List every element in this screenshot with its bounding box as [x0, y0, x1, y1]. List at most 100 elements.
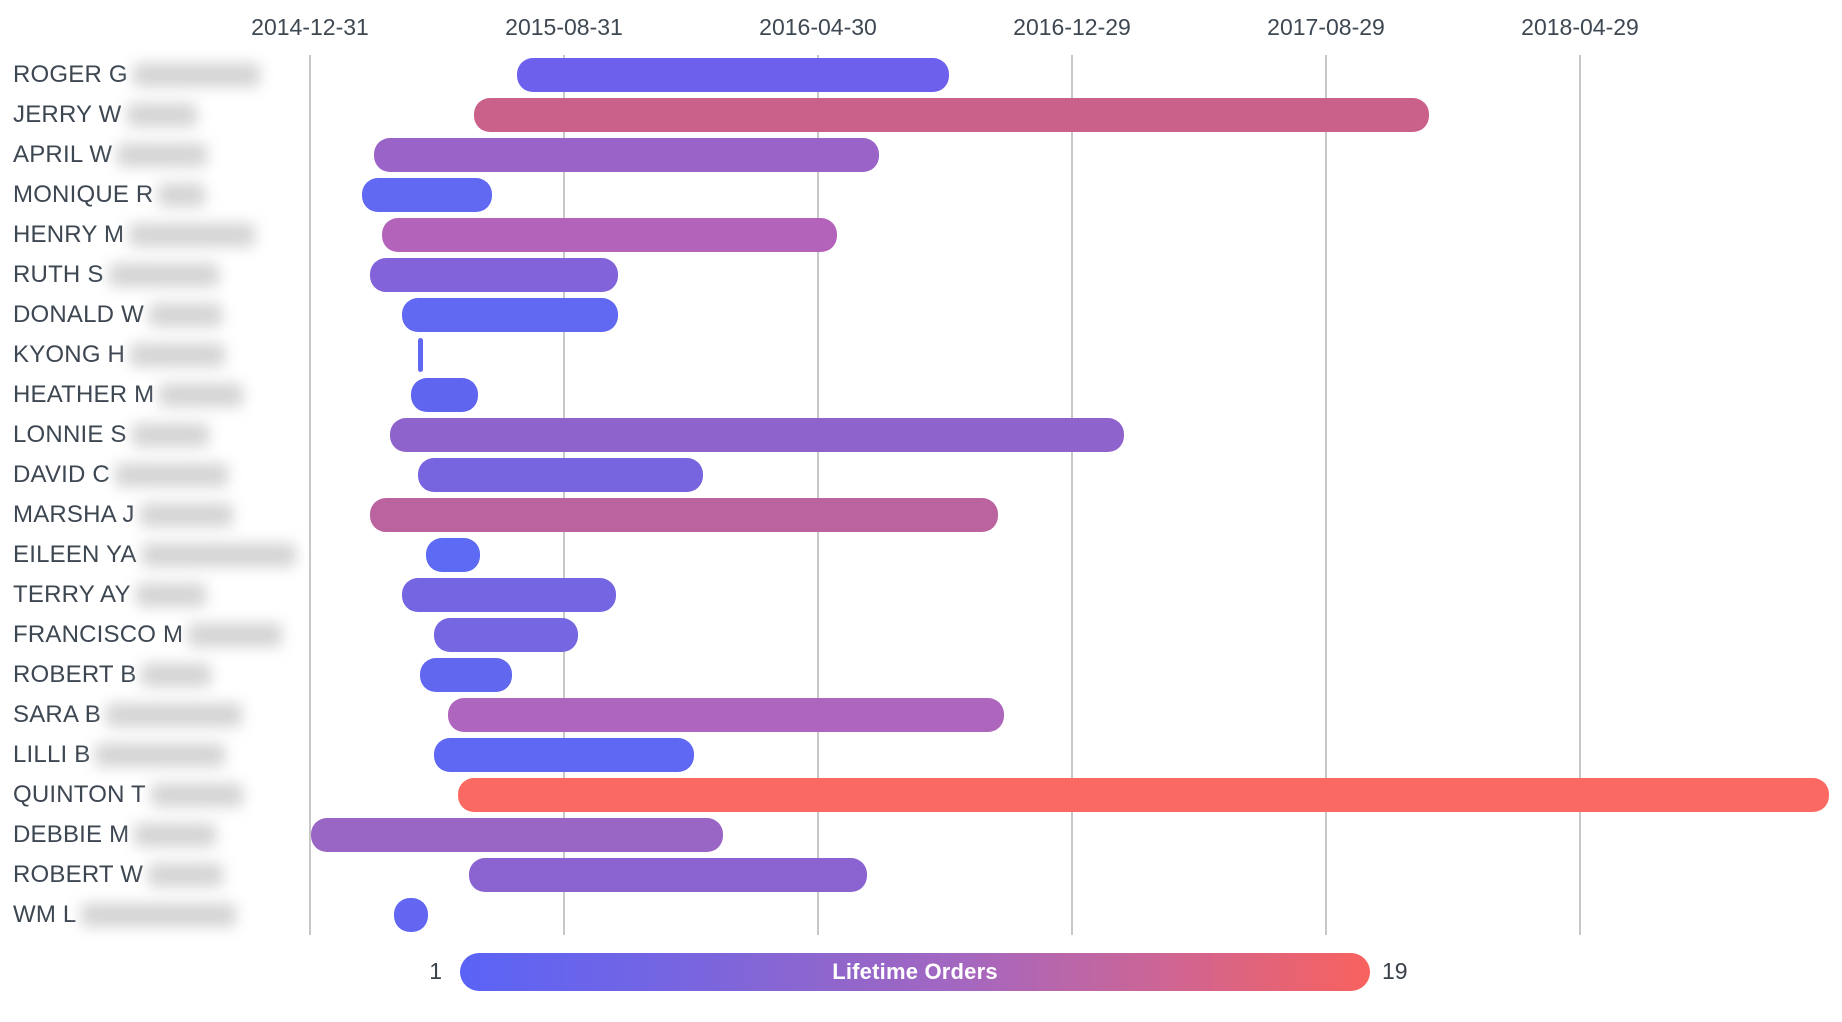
customer-label-row: ROGER G	[13, 60, 260, 90]
customer-name-text: EILEEN YA	[13, 541, 137, 568]
customer-label-row: RUTH S	[13, 260, 219, 290]
customer-label-row: FRANCISCO M	[13, 620, 283, 650]
gridline-2016-04-30	[817, 55, 819, 935]
gantt-bar-jerry-w[interactable]	[474, 98, 1430, 132]
gridline-2018-04-29	[1579, 55, 1581, 935]
customer-label-row: HENRY M	[13, 220, 256, 250]
customer-name-text: WM L	[13, 901, 77, 928]
customer-name-text: DONALD W	[13, 301, 144, 328]
customer-name-text: MARSHA J	[13, 501, 135, 528]
gantt-bar-donald-w[interactable]	[401, 298, 619, 332]
redacted-name-blur	[132, 63, 260, 87]
customer-name-text: HEATHER M	[13, 381, 155, 408]
gantt-bar-lonnie-s[interactable]	[390, 418, 1125, 452]
redacted-name-blur	[131, 423, 209, 447]
legend-max-value: 19	[1382, 958, 1408, 984]
customer-label-row: LILLI B	[13, 740, 226, 770]
customer-name-text: APRIL W	[13, 141, 113, 168]
gantt-bar-monique-r[interactable]	[362, 178, 492, 212]
gantt-bar-lilli-b[interactable]	[434, 738, 694, 772]
redacted-name-blur	[135, 583, 206, 607]
customer-label-row: MONIQUE R	[13, 180, 206, 210]
axis-tick-label: 2017-08-29	[1267, 14, 1385, 40]
customer-name-text: FRANCISCO M	[13, 621, 184, 648]
axis-tick-label: 2015-08-31	[505, 14, 623, 40]
redacted-name-blur	[148, 863, 224, 887]
redacted-name-blur	[108, 263, 219, 287]
axis-tick-label: 2016-12-29	[1013, 14, 1131, 40]
axis-tick-label: 2014-12-31	[251, 14, 369, 40]
gantt-bar-debbie-m[interactable]	[311, 818, 723, 852]
customer-name-text: TERRY AY	[13, 581, 131, 608]
customer-label-row: SARA B	[13, 700, 242, 730]
gantt-bar-quinton-t[interactable]	[458, 778, 1829, 812]
gantt-bar-ruth-s[interactable]	[369, 258, 619, 292]
gantt-bar-francisco-m[interactable]	[434, 618, 578, 652]
redacted-name-blur	[141, 663, 212, 687]
legend-title: Lifetime Orders	[832, 959, 998, 984]
gantt-bar-sara-b[interactable]	[447, 698, 1005, 732]
customer-label-row: HEATHER M	[13, 380, 244, 410]
gantt-bar-roger-g[interactable]	[516, 58, 949, 92]
customer-name-text: HENRY M	[13, 221, 125, 248]
redacted-name-blur	[105, 703, 242, 727]
customer-name-text: DAVID C	[13, 461, 110, 488]
gridline-2015-08-31	[563, 55, 565, 935]
redacted-name-blur	[141, 543, 296, 567]
redacted-name-blur	[126, 103, 197, 127]
customer-label-row: ROBERT W	[13, 860, 224, 890]
gridline-2017-08-29	[1325, 55, 1327, 935]
gridline-2016-12-29	[1071, 55, 1073, 935]
customer-name-text: DEBBIE M	[13, 821, 130, 848]
gantt-bar-marsha-j[interactable]	[369, 498, 998, 532]
customer-name-text: LONNIE S	[13, 421, 127, 448]
gridline-2014-12-31	[309, 55, 311, 935]
customer-name-text: ROBERT W	[13, 861, 144, 888]
customer-label-row: JERRY W	[13, 100, 197, 130]
redacted-name-blur	[159, 383, 244, 407]
gantt-bar-april-w[interactable]	[373, 138, 879, 172]
gantt-bar-robert-w[interactable]	[468, 858, 868, 892]
customer-name-text: ROBERT B	[13, 661, 137, 688]
customer-name-text: KYONG H	[13, 341, 126, 368]
customer-label-row: ROBERT B	[13, 660, 212, 690]
redacted-name-blur	[117, 143, 208, 167]
redacted-name-blur	[114, 463, 228, 487]
gantt-bar-heather-m[interactable]	[411, 378, 479, 412]
redacted-name-blur	[81, 903, 237, 927]
customer-name-text: JERRY W	[13, 101, 122, 128]
gantt-bar-henry-m[interactable]	[382, 218, 837, 252]
legend-gradient-bar: Lifetime Orders	[460, 953, 1370, 991]
redacted-name-blur	[129, 223, 256, 247]
redacted-name-blur	[150, 783, 243, 807]
axis-tick-label: 2018-04-29	[1521, 14, 1639, 40]
gantt-bar-eileen-ya[interactable]	[426, 538, 481, 572]
customer-name-text: MONIQUE R	[13, 181, 154, 208]
customer-label-row: QUINTON T	[13, 780, 243, 810]
customer-label-row: WM L	[13, 900, 237, 930]
customer-label-row: MARSHA J	[13, 500, 233, 530]
customer-name-text: RUTH S	[13, 261, 104, 288]
customer-label-row: EILEEN YA	[13, 540, 296, 570]
customer-name-text: QUINTON T	[13, 781, 146, 808]
redacted-name-blur	[134, 823, 217, 847]
redacted-name-blur	[130, 343, 226, 367]
gantt-bar-david-c[interactable]	[417, 458, 703, 492]
legend-min-value: 1	[429, 958, 442, 984]
customer-label-row: DAVID C	[13, 460, 228, 490]
redacted-name-blur	[95, 743, 226, 767]
gantt-bar-robert-b[interactable]	[419, 658, 512, 692]
gantt-bar-terry-ay[interactable]	[401, 578, 617, 612]
customer-name-text: SARA B	[13, 701, 101, 728]
redacted-name-blur	[139, 503, 233, 527]
redacted-name-blur	[148, 303, 222, 327]
customer-name-text: ROGER G	[13, 61, 128, 88]
customer-label-row: LONNIE S	[13, 420, 209, 450]
redacted-name-blur	[158, 183, 206, 207]
gantt-bar-kyong-h[interactable]	[417, 338, 423, 372]
gantt-bar-wm-l[interactable]	[393, 898, 429, 932]
customer-label-row: TERRY AY	[13, 580, 206, 610]
redacted-name-blur	[188, 623, 283, 647]
customer-label-row: DONALD W	[13, 300, 222, 330]
